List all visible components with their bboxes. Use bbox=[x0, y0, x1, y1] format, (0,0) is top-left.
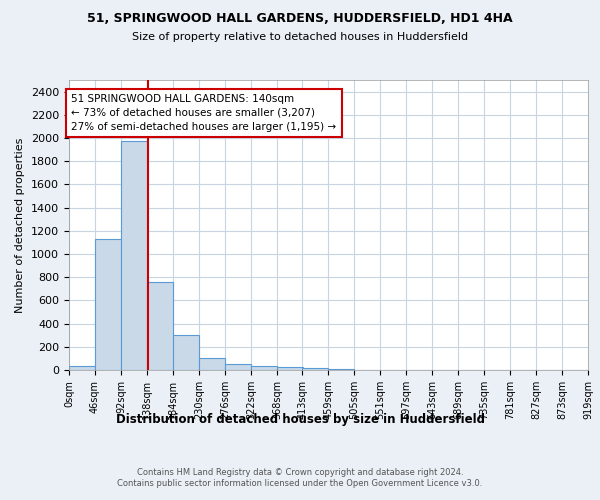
Text: 51, SPRINGWOOD HALL GARDENS, HUDDERSFIELD, HD1 4HA: 51, SPRINGWOOD HALL GARDENS, HUDDERSFIEL… bbox=[87, 12, 513, 26]
Bar bbox=[277, 368, 303, 370]
Bar bbox=[225, 364, 251, 370]
Text: Distribution of detached houses by size in Huddersfield: Distribution of detached houses by size … bbox=[115, 412, 485, 426]
Y-axis label: Number of detached properties: Number of detached properties bbox=[16, 138, 25, 312]
Bar bbox=[147, 282, 173, 370]
Bar bbox=[328, 369, 354, 370]
Bar bbox=[69, 366, 95, 370]
Bar bbox=[121, 142, 147, 370]
Bar bbox=[173, 335, 199, 370]
Bar bbox=[302, 368, 328, 370]
Bar bbox=[199, 358, 225, 370]
Bar bbox=[95, 239, 121, 370]
Text: 51 SPRINGWOOD HALL GARDENS: 140sqm
← 73% of detached houses are smaller (3,207)
: 51 SPRINGWOOD HALL GARDENS: 140sqm ← 73%… bbox=[71, 94, 337, 132]
Bar bbox=[251, 366, 277, 370]
Text: Contains HM Land Registry data © Crown copyright and database right 2024.
Contai: Contains HM Land Registry data © Crown c… bbox=[118, 468, 482, 487]
Text: Size of property relative to detached houses in Huddersfield: Size of property relative to detached ho… bbox=[132, 32, 468, 42]
